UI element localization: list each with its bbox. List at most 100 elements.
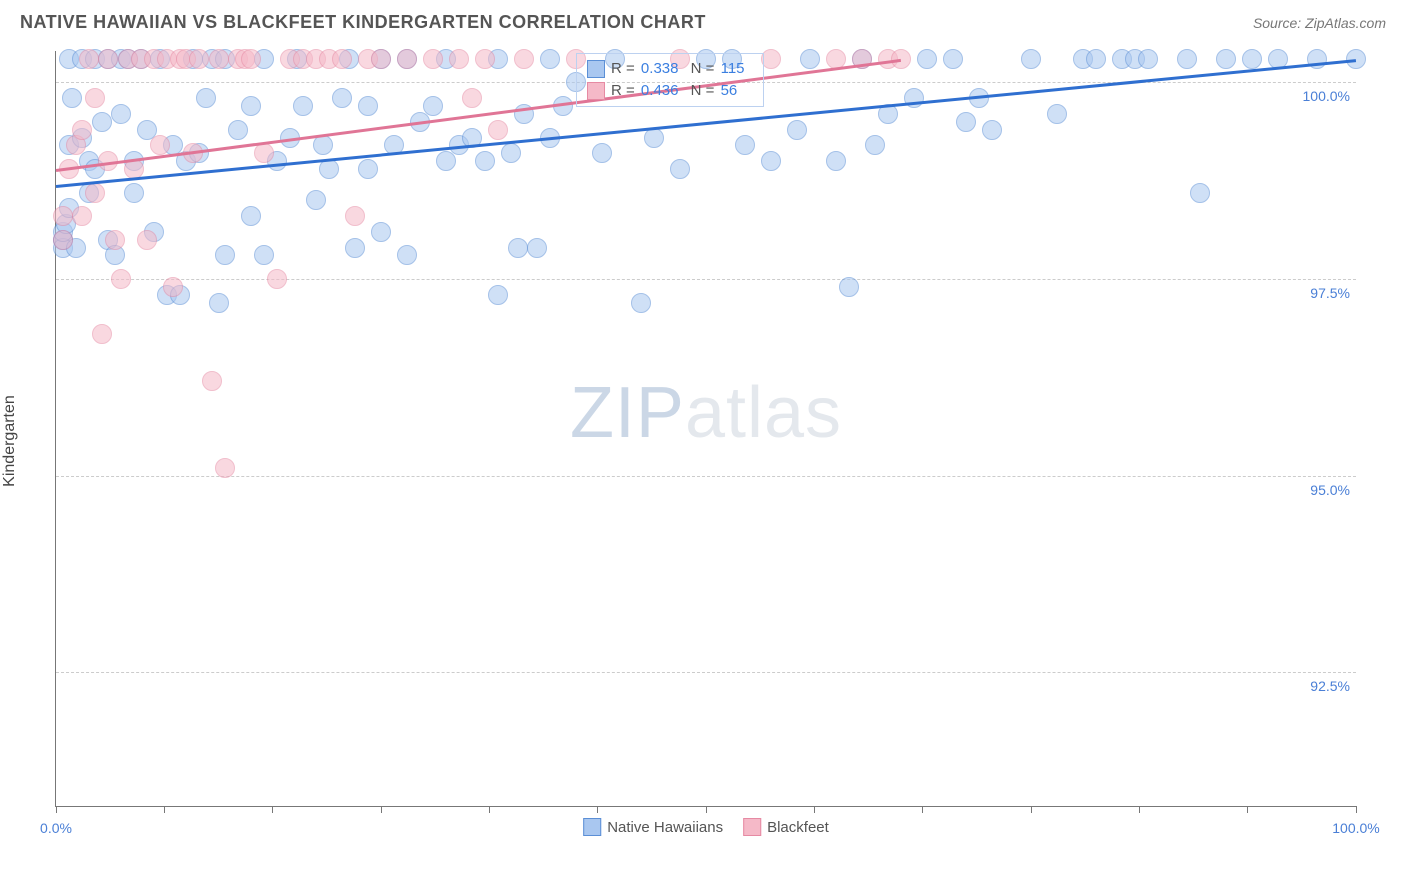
data-point <box>189 49 209 69</box>
data-point <box>514 49 534 69</box>
data-point <box>254 143 274 163</box>
data-point <box>85 88 105 108</box>
data-point <box>241 49 261 69</box>
legend-swatch <box>583 818 601 836</box>
data-point <box>787 120 807 140</box>
legend-swatch <box>587 60 605 78</box>
x-tick <box>1031 806 1032 813</box>
data-point <box>488 285 508 305</box>
x-tick <box>706 806 707 813</box>
data-point <box>79 49 99 69</box>
data-point <box>761 151 781 171</box>
data-point <box>527 238 547 258</box>
legend-label: Blackfeet <box>767 819 829 836</box>
data-point <box>215 458 235 478</box>
data-point <box>592 143 612 163</box>
data-point <box>345 206 365 226</box>
data-point <box>72 206 92 226</box>
data-point <box>202 371 222 391</box>
data-point <box>313 135 333 155</box>
data-point <box>508 238 528 258</box>
data-point <box>501 143 521 163</box>
data-point <box>1086 49 1106 69</box>
data-point <box>53 206 73 226</box>
data-point <box>267 269 287 289</box>
data-point <box>150 135 170 155</box>
data-point <box>462 88 482 108</box>
x-tick <box>56 806 57 813</box>
data-point <box>92 112 112 132</box>
data-point <box>488 120 508 140</box>
data-point <box>53 230 73 250</box>
source-attribution: Source: ZipAtlas.com <box>1253 15 1386 31</box>
data-point <box>449 49 469 69</box>
data-point <box>358 159 378 179</box>
series-legend: Native Hawaiians Blackfeet <box>583 818 829 836</box>
data-point <box>85 183 105 203</box>
gridline <box>56 476 1356 477</box>
data-point <box>241 96 261 116</box>
legend-row: R = 0.436 N = 56 <box>587 80 753 102</box>
data-point <box>111 104 131 124</box>
data-point <box>956 112 976 132</box>
data-point <box>917 49 937 69</box>
y-tick-label: 100.0% <box>1303 88 1350 104</box>
x-tick <box>814 806 815 813</box>
x-tick <box>1356 806 1357 813</box>
data-point <box>1177 49 1197 69</box>
data-point <box>111 269 131 289</box>
x-tick <box>597 806 598 813</box>
data-point <box>332 88 352 108</box>
data-point <box>423 49 443 69</box>
y-tick-label: 95.0% <box>1310 482 1350 498</box>
data-point <box>209 49 229 69</box>
data-point <box>228 120 248 140</box>
data-point <box>436 151 456 171</box>
data-point <box>826 151 846 171</box>
data-point <box>1242 49 1262 69</box>
data-point <box>1138 49 1158 69</box>
data-point <box>475 49 495 69</box>
y-axis-label: Kindergarten <box>1 395 19 487</box>
data-point <box>293 96 313 116</box>
x-tick <box>381 806 382 813</box>
data-point <box>982 120 1002 140</box>
chart-container: Kindergarten ZIPatlas 92.5% 95.0% 97.5% 100… <box>0 41 1406 841</box>
data-point <box>72 120 92 140</box>
data-point <box>209 293 229 313</box>
data-point <box>1190 183 1210 203</box>
data-point <box>761 49 781 69</box>
data-point <box>735 135 755 155</box>
legend-label: Native Hawaiians <box>607 819 723 836</box>
x-label-right: 100.0% <box>1332 820 1379 836</box>
data-point <box>1047 104 1067 124</box>
y-tick-label: 97.5% <box>1310 285 1350 301</box>
data-point <box>943 49 963 69</box>
data-point <box>137 230 157 250</box>
x-tick <box>164 806 165 813</box>
y-tick-label: 92.5% <box>1310 678 1350 694</box>
data-point <box>371 49 391 69</box>
data-point <box>475 151 495 171</box>
x-tick <box>922 806 923 813</box>
legend-swatch <box>587 82 605 100</box>
data-point <box>62 88 82 108</box>
data-point <box>397 49 417 69</box>
data-point <box>1021 49 1041 69</box>
data-point <box>371 222 391 242</box>
data-point <box>332 49 352 69</box>
data-point <box>670 159 690 179</box>
data-point <box>163 277 183 297</box>
data-point <box>306 190 326 210</box>
data-point <box>345 238 365 258</box>
data-point <box>98 49 118 69</box>
data-point <box>540 49 560 69</box>
legend-row: R = 0.338 N = 115 <box>587 58 753 80</box>
watermark: ZIPatlas <box>570 372 842 454</box>
data-point <box>358 96 378 116</box>
legend-swatch <box>743 818 761 836</box>
stats-legend: R = 0.338 N = 115R = 0.436 N = 56 <box>576 53 764 107</box>
data-point <box>800 49 820 69</box>
plot-area: ZIPatlas 92.5%95.0%97.5%100.0%0.0%100.0%… <box>55 51 1356 807</box>
data-point <box>215 245 235 265</box>
